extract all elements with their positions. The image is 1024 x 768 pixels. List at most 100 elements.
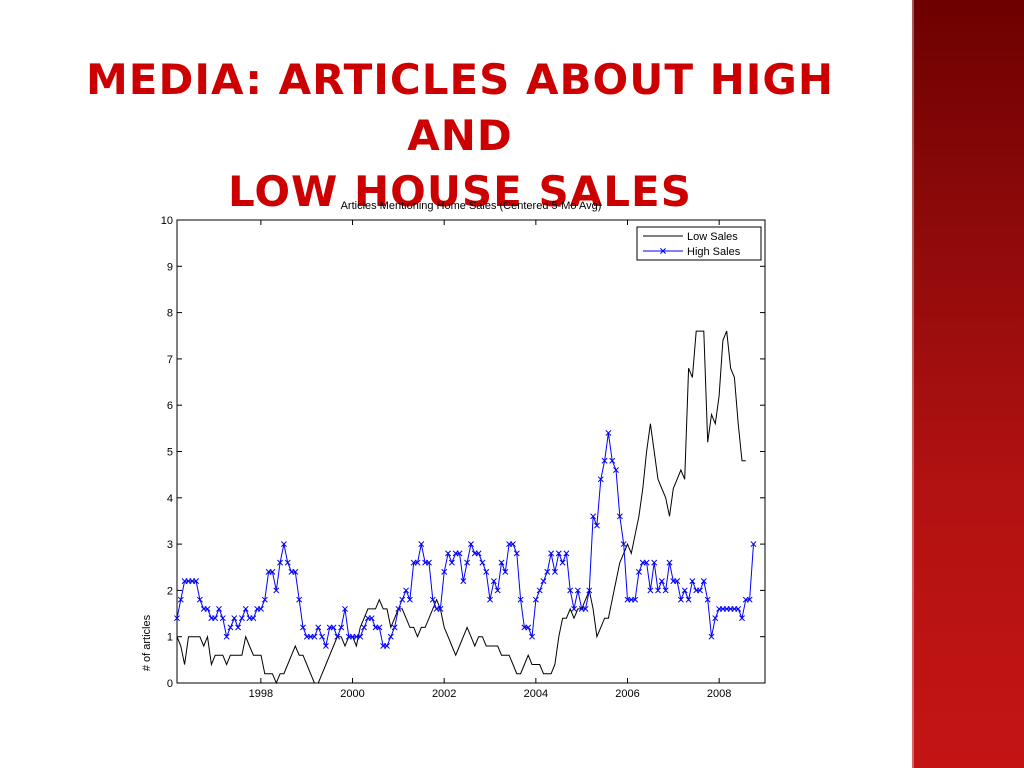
series-layer	[174, 330, 757, 685]
data-point-high-sales	[674, 578, 681, 585]
data-point-high-sales	[517, 596, 524, 603]
data-point-high-sales	[406, 596, 413, 603]
data-point-high-sales	[509, 541, 516, 548]
x-tick-label: 2000	[340, 688, 364, 700]
data-point-high-sales	[700, 578, 707, 585]
axes: 0 1 2 3 4 5 6 7 8 9 10 1998 2000 2002 2004 2006 2008	[161, 215, 766, 700]
data-point-high-sales	[750, 541, 757, 548]
y-tick-label: 1	[167, 632, 173, 644]
y-tick-label: 0	[167, 678, 173, 690]
data-point-high-sales	[601, 457, 608, 464]
series-line-low-sales	[176, 330, 746, 685]
data-point-high-sales	[292, 568, 299, 575]
data-point-high-sales	[490, 578, 497, 585]
data-point-high-sales	[395, 605, 402, 612]
data-point-high-sales	[319, 633, 326, 640]
data-point-high-sales	[475, 550, 482, 557]
data-point-high-sales	[231, 615, 238, 622]
data-point-high-sales	[662, 587, 669, 594]
data-point-high-sales	[261, 596, 268, 603]
data-point-high-sales	[414, 559, 421, 566]
y-tick-label: 10	[161, 215, 173, 227]
y-axis-label: # of articles	[141, 614, 153, 671]
data-point-high-sales	[193, 578, 200, 585]
data-point-high-sales	[357, 633, 364, 640]
data-point-high-sales	[460, 578, 467, 585]
data-point-high-sales	[212, 615, 219, 622]
slide-title-line-2: LOW HOUSE SALES	[228, 167, 692, 216]
legend-label-low-sales: Low Sales	[687, 231, 738, 243]
data-point-high-sales	[735, 605, 742, 612]
data-point-high-sales	[468, 541, 474, 548]
x-tick-label: 2006	[615, 688, 639, 700]
data-point-high-sales	[597, 476, 604, 483]
data-point-high-sales	[448, 559, 455, 566]
chart-title: Articles Mentioning Home Sales (Centered…	[341, 200, 602, 212]
data-point-high-sales	[361, 624, 368, 631]
data-point-high-sales	[582, 605, 589, 612]
data-point-high-sales	[555, 550, 562, 557]
data-point-high-sales	[399, 596, 406, 603]
data-point-high-sales	[269, 568, 276, 575]
data-point-high-sales	[238, 615, 245, 622]
data-point-high-sales	[216, 605, 222, 612]
data-point-high-sales	[502, 568, 509, 575]
data-point-high-sales	[418, 541, 425, 548]
data-point-high-sales	[590, 513, 597, 520]
data-point-high-sales	[697, 587, 703, 594]
data-point-high-sales	[712, 615, 719, 622]
data-point-high-sales	[284, 559, 291, 566]
plot-area-frame	[176, 219, 766, 684]
data-point-high-sales	[204, 605, 211, 612]
data-point-high-sales	[384, 643, 390, 649]
data-point-high-sales	[487, 596, 494, 603]
data-point-high-sales	[196, 596, 203, 603]
data-point-high-sales	[219, 615, 226, 622]
data-point-high-sales	[242, 605, 249, 612]
x-tick-label: 2002	[432, 688, 456, 700]
data-point-high-sales	[464, 559, 471, 566]
data-point-high-sales	[426, 559, 432, 566]
data-point-high-sales	[681, 587, 688, 594]
data-point-high-sales	[632, 596, 639, 603]
data-point-high-sales	[342, 605, 348, 612]
legend: Low Sales High Sales	[636, 226, 762, 261]
data-point-high-sales	[330, 624, 337, 631]
y-tick-label: 7	[167, 354, 173, 366]
data-point-high-sales	[391, 624, 398, 631]
data-point-high-sales	[708, 633, 715, 640]
data-point-high-sales	[685, 596, 692, 603]
data-point-high-sales	[315, 624, 322, 631]
data-point-high-sales	[559, 559, 566, 566]
data-point-high-sales	[273, 587, 280, 594]
legend-label-high-sales: High Sales	[687, 246, 741, 258]
data-point-high-sales	[655, 587, 661, 594]
data-point-high-sales	[250, 615, 257, 622]
x-tick-label: 2004	[524, 688, 548, 700]
data-point-high-sales	[525, 624, 532, 631]
data-point-high-sales	[445, 550, 452, 557]
data-point-high-sales	[689, 578, 696, 585]
sidebar-edge	[912, 0, 914, 768]
data-point-high-sales	[616, 513, 623, 520]
data-point-high-sales	[651, 559, 658, 566]
data-point-high-sales	[620, 541, 627, 548]
x-tick-label: 1998	[249, 688, 273, 700]
data-point-high-sales	[479, 559, 486, 566]
data-point-high-sales	[586, 587, 593, 594]
data-point-high-sales	[532, 596, 539, 603]
data-point-high-sales	[704, 596, 711, 603]
data-point-high-sales	[609, 457, 616, 464]
data-point-high-sales	[429, 596, 436, 603]
data-point-high-sales	[441, 568, 448, 575]
data-point-high-sales	[368, 615, 375, 622]
data-point-high-sales	[338, 624, 345, 631]
data-point-high-sales	[563, 550, 570, 557]
data-point-high-sales	[174, 615, 180, 622]
data-point-high-sales	[387, 633, 394, 640]
y-tick-label: 8	[167, 308, 173, 320]
data-point-high-sales	[658, 578, 665, 585]
data-point-high-sales	[746, 596, 753, 603]
data-point-high-sales	[571, 605, 577, 612]
data-point-high-sales	[666, 559, 673, 566]
